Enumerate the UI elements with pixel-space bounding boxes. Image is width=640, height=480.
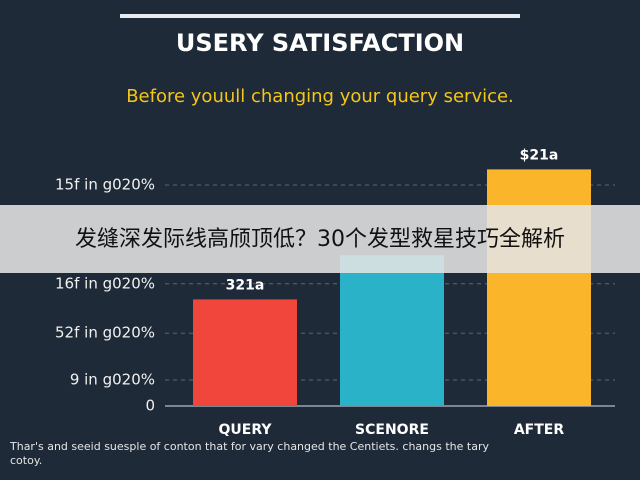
note-box: Thar's and seeid suesple of conton that … <box>10 440 489 467</box>
x-tick-label: SCENORE <box>355 422 429 438</box>
banner <box>0 205 640 273</box>
y-tick-label: 15f in g020% <box>55 176 155 194</box>
y-tick-label: 0 <box>145 397 155 415</box>
data-label: 321a <box>226 277 265 293</box>
y-tick-label: 9 in g020% <box>70 371 155 389</box>
bar <box>487 169 591 406</box>
y-tick-label: 52f in g020% <box>55 324 155 342</box>
banner-text: 发缝深发际线高颀顶低？30个发型救星技巧全解析 <box>75 227 565 252</box>
y-tick-label: 16f in g020% <box>55 274 155 292</box>
chart-title: USERY SATISFACTION <box>176 29 464 57</box>
top-rule <box>120 14 520 18</box>
chart-note: Thar's and seeid suesple of conton that … <box>10 440 489 467</box>
data-label: $21a <box>520 147 559 163</box>
bar <box>340 255 444 406</box>
x-tick-label: AFTER <box>514 422 565 438</box>
bar <box>193 299 297 406</box>
x-tick-label: QUERY <box>219 422 273 438</box>
chart-subtitle: Before youull changing your query servic… <box>126 86 514 107</box>
